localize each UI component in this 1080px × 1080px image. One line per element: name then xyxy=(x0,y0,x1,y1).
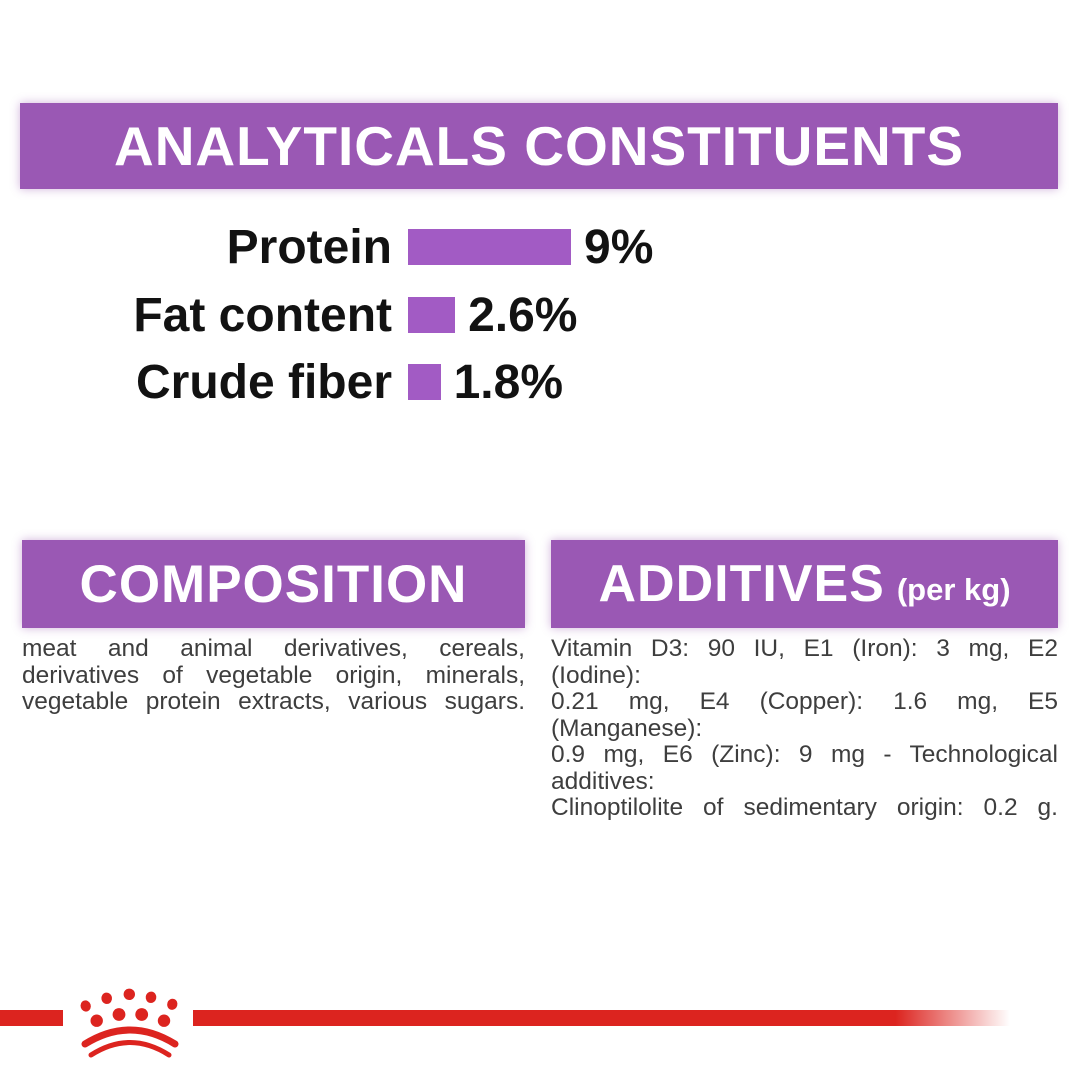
additives-title: ADDITIVES xyxy=(598,555,885,613)
additives-per-kg-label: (per kg) xyxy=(896,572,1011,607)
composition-banner: COMPOSITION xyxy=(22,540,525,628)
analytical-constituents-banner: ANALYTICALS CONSTITUENTS xyxy=(20,103,1058,189)
crown-dots xyxy=(80,988,178,1027)
additives-banner: ADDITIVES (per kg) xyxy=(551,540,1058,628)
composition-text: meat and animal derivatives, cereals, de… xyxy=(22,635,525,715)
additives-section: ADDITIVES (per kg) Vitamin D3: 90 IU, E1… xyxy=(551,540,1058,822)
chart-value-label: 2.6% xyxy=(468,288,578,342)
composition-section: COMPOSITION meat and animal derivatives,… xyxy=(22,540,525,716)
chart-category-label: Protein xyxy=(226,220,392,274)
chart-bar xyxy=(408,364,441,400)
chart-category-label: Fat content xyxy=(133,288,392,342)
chart-row: Protein 9% xyxy=(0,213,720,281)
chart-row: Fat content 2.6% xyxy=(0,281,720,349)
brand-stripe-right xyxy=(193,1010,1010,1026)
chart-bar xyxy=(408,229,571,265)
chart-category-label: Crude fiber xyxy=(135,355,392,409)
additives-text: Vitamin D3: 90 IU, E1 (Iron): 3 mg, E2 (… xyxy=(551,635,1058,821)
chart-row: Crude fiber 1.8% xyxy=(0,348,720,416)
chart-value-label: 9% xyxy=(584,220,654,274)
brand-stripe-left xyxy=(0,1010,63,1026)
crown-arcs xyxy=(81,1026,179,1058)
chart-bar xyxy=(408,297,456,333)
royal-canin-crown-logo xyxy=(80,988,179,1058)
composition-title: COMPOSITION xyxy=(79,554,468,614)
chart-value-label: 1.8% xyxy=(453,355,563,409)
analytical-constituents-title: ANALYTICALS CONSTITUENTS xyxy=(113,115,965,177)
